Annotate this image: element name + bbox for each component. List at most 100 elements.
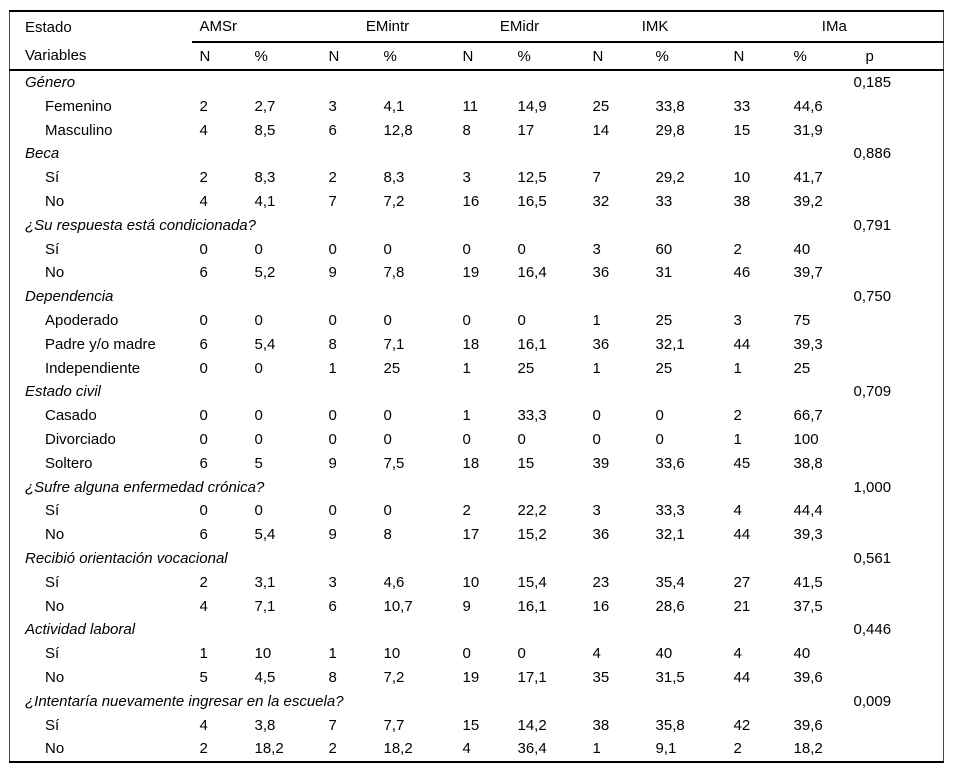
data-row: Divorciado 0 0 0 0 0 0 0 0 1 100 xyxy=(10,428,944,452)
data-cell: 9 xyxy=(328,264,337,282)
data-cell: 40 xyxy=(793,240,811,258)
data-cell: 39,6 xyxy=(793,668,823,686)
row-label: Femenino xyxy=(45,97,112,115)
data-row: No 4 4,1 7 7,2 16 16,5 32 33 38 39,2 xyxy=(10,190,944,214)
data-row: No 6 5,2 9 7,8 19 16,4 36 31 46 39,7 xyxy=(10,261,944,285)
data-cell: 7,2 xyxy=(383,192,405,210)
group-header-ima: IMa xyxy=(725,11,944,43)
section-title: Estado civil xyxy=(25,383,101,401)
data-cell: 38 xyxy=(592,716,610,734)
data-cell: 0 xyxy=(328,407,337,425)
data-cell: 31,9 xyxy=(793,121,823,139)
section-row: Estado civil 0,709 xyxy=(10,380,944,404)
data-cell: 1 xyxy=(733,430,742,448)
data-cell: 15,4 xyxy=(517,573,547,591)
empty-p-cell xyxy=(846,404,944,428)
data-cell: 12,5 xyxy=(517,169,547,187)
empty-p-cell xyxy=(846,333,944,357)
data-cell: 1 xyxy=(592,311,601,329)
data-cell: 4 xyxy=(199,121,208,139)
data-cell: 4 xyxy=(733,502,742,520)
data-cell: 46 xyxy=(733,264,751,282)
data-cell: 0 xyxy=(254,359,263,377)
data-cell: 25 xyxy=(655,359,673,377)
data-cell: 28,6 xyxy=(655,597,685,615)
header-n-emintr: N xyxy=(320,42,376,71)
data-row: Independiente 0 0 1 25 1 25 1 25 1 25 xyxy=(10,357,944,381)
data-cell: 37,5 xyxy=(793,597,823,615)
data-cell: 0 xyxy=(199,240,208,258)
data-cell: 25 xyxy=(517,359,535,377)
table-header: Estado AMSr EMintr EMidr IMK IMa Variabl… xyxy=(9,11,944,71)
data-row: No 5 4,5 8 7,2 19 17,1 35 31,5 44 39,6 xyxy=(10,666,944,690)
data-cell: 12,8 xyxy=(383,121,413,139)
data-cell: 9 xyxy=(328,526,337,544)
data-cell: 0 xyxy=(592,430,601,448)
data-cell: 2 xyxy=(733,740,742,758)
row-label: Independiente xyxy=(45,359,141,377)
data-cell: 10 xyxy=(733,169,751,187)
data-cell: 2 xyxy=(328,740,337,758)
data-cell: 44 xyxy=(733,668,751,686)
section-title: Actividad laboral xyxy=(25,621,136,639)
row-label: No xyxy=(45,597,65,615)
data-cell: 31 xyxy=(655,264,673,282)
data-cell: 33,8 xyxy=(655,97,685,115)
data-cell: 0 xyxy=(383,311,392,329)
data-cell: 9 xyxy=(328,454,337,472)
data-cell: 14,2 xyxy=(517,716,547,734)
row-label: Padre y/o madre xyxy=(45,335,156,353)
data-cell: 27 xyxy=(733,573,751,591)
empty-p-cell xyxy=(846,190,944,214)
empty-p-cell xyxy=(846,714,944,738)
data-cell: 4,5 xyxy=(254,668,276,686)
data-row: Casado 0 0 0 0 1 33,3 0 0 2 66,7 xyxy=(10,404,944,428)
p-value: 1,000 xyxy=(853,478,892,496)
section-title: Género xyxy=(25,74,76,91)
data-cell: 4,1 xyxy=(383,97,405,115)
data-cell: 0 xyxy=(517,430,526,448)
data-cell: 33 xyxy=(733,97,751,115)
data-cell: 8 xyxy=(328,668,337,686)
data-cell: 25 xyxy=(793,359,811,377)
row-label: Masculino xyxy=(45,121,113,139)
group-header-row: Estado AMSr EMintr EMidr IMK IMa xyxy=(10,11,944,43)
data-cell: 1 xyxy=(592,359,601,377)
p-value: 0,750 xyxy=(853,288,892,306)
data-row: Sí 4 3,8 7 7,7 15 14,2 38 35,8 42 39,6 xyxy=(10,714,944,738)
data-row: No 4 7,1 6 10,7 9 16,1 16 28,6 21 37,5 xyxy=(10,595,944,619)
data-row: Sí 0 0 0 0 0 0 3 60 2 40 xyxy=(10,238,944,262)
data-cell: 0 xyxy=(254,407,263,425)
p-value: 0,009 xyxy=(853,692,892,710)
data-cell: 35,4 xyxy=(655,573,685,591)
p-value: 0,791 xyxy=(853,216,892,234)
data-cell: 18,2 xyxy=(383,740,413,758)
data-cell: 7,8 xyxy=(383,264,405,282)
row-label: No xyxy=(45,264,65,282)
data-cell: 3 xyxy=(733,311,742,329)
data-cell: 14,9 xyxy=(517,97,547,115)
data-cell: 66,7 xyxy=(793,407,823,425)
data-cell: 39,2 xyxy=(793,192,823,210)
data-cell: 8,3 xyxy=(383,169,405,187)
data-cell: 0 xyxy=(383,407,392,425)
data-cell: 0 xyxy=(517,240,526,258)
data-cell: 2 xyxy=(199,740,208,758)
data-cell: 23 xyxy=(592,573,610,591)
p-value: 0,185 xyxy=(853,74,892,91)
section-title: ¿Sufre alguna enfermedad crónica? xyxy=(25,478,265,496)
empty-p-cell xyxy=(846,523,944,547)
section-title: Recibió orientación vocacional xyxy=(25,549,228,567)
data-cell: 33,3 xyxy=(655,502,685,520)
data-cell: 0 xyxy=(655,430,664,448)
data-cell: 25 xyxy=(655,311,673,329)
data-cell: 15 xyxy=(733,121,751,139)
empty-p-cell xyxy=(846,261,944,285)
data-cell: 1 xyxy=(462,359,471,377)
data-cell: 19 xyxy=(462,668,480,686)
data-cell: 4,6 xyxy=(383,573,405,591)
data-cell: 0 xyxy=(328,502,337,520)
data-cell: 0 xyxy=(383,430,392,448)
section-title: ¿Intentaría nuevamente ingresar en la es… xyxy=(25,692,344,710)
